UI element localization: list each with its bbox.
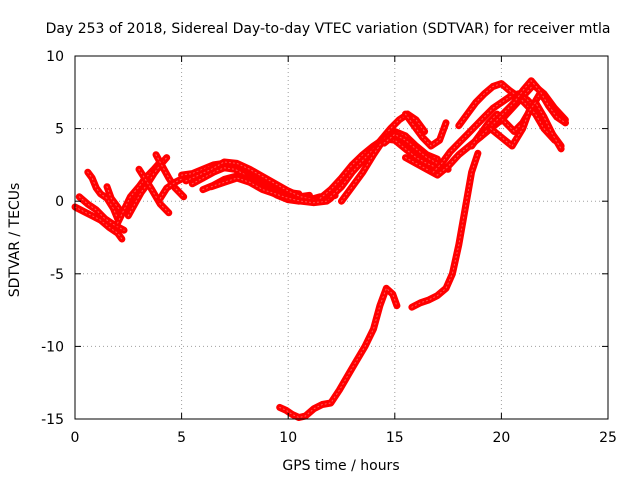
series-texture-arc-8 [155, 154, 185, 198]
series-arc-1 [71, 203, 126, 243]
x-tick-label: 10 [279, 430, 297, 446]
series-texture-arc-1 [74, 206, 123, 240]
series-arc-14 [207, 174, 335, 207]
chart-title: Day 253 of 2018, Sidereal Day-to-day VTE… [46, 21, 611, 37]
series-arc-8 [152, 151, 188, 201]
series-texture-arc-23 [479, 80, 566, 138]
series-arc-21 [455, 80, 559, 144]
series-texture-arc-18 [383, 133, 449, 170]
series-arc-23 [476, 77, 569, 141]
series-texture-arc-10 [181, 162, 300, 195]
series-arc-24 [487, 99, 565, 153]
plot-frame [74, 55, 609, 420]
x-tick-label: 15 [386, 430, 404, 446]
y-tick-label: -10 [41, 339, 64, 355]
series-texture-arc-27 [405, 113, 447, 147]
x-axis-label: GPS time / hours [282, 458, 399, 474]
x-tick-label: 5 [177, 430, 186, 446]
series-texture-arc-14 [210, 177, 332, 204]
x-tick-label: 20 [492, 430, 510, 446]
series-texture-arc-20 [432, 93, 562, 173]
y-tick-label: 0 [55, 194, 64, 210]
data-series [71, 77, 569, 421]
y-tick-label: -5 [50, 267, 64, 283]
series-texture-arc-25 [279, 287, 398, 418]
y-axis-label: SDTVAR / TECUs [7, 183, 23, 298]
series-texture-arc-7 [138, 168, 170, 214]
y-tick-label: 5 [55, 122, 64, 138]
series-arc-26 [408, 149, 482, 311]
series-texture-arc-2 [78, 196, 125, 231]
axis-ticks: 0 5 10 15 20 25 10 5 0 -5 -10 -15 [41, 49, 617, 446]
series-arc-3 [84, 168, 122, 223]
series-texture-arc-3 [87, 171, 119, 220]
y-tick-label: -15 [41, 412, 64, 428]
x-tick-label: 0 [71, 430, 80, 446]
y-tick-label: 10 [46, 49, 64, 65]
x-tick-label: 25 [599, 430, 617, 446]
series-arc-25 [276, 284, 401, 421]
series-texture-arc-26 [411, 152, 479, 308]
series-arc-7 [135, 165, 173, 217]
series-arc-27 [402, 110, 450, 150]
